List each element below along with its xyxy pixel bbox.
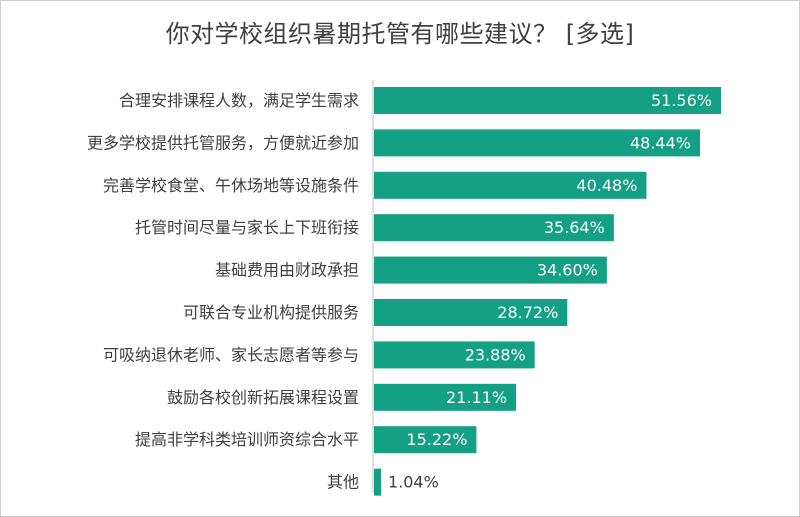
bar xyxy=(374,214,614,242)
chart-title: 你对学校组织暑期托管有哪些建议？ [多选] xyxy=(165,20,635,48)
data-label: 35.64% xyxy=(544,218,605,237)
bar xyxy=(374,383,517,411)
bar xyxy=(374,171,647,199)
bar xyxy=(374,426,477,454)
data-label: 40.48% xyxy=(576,176,637,195)
data-label: 48.44% xyxy=(630,133,691,152)
data-label: 21.11% xyxy=(446,388,507,407)
bar xyxy=(374,341,535,369)
bar xyxy=(374,129,701,157)
category-label: 更多学校提供托管服务，方便就近参加 xyxy=(87,133,359,152)
bar xyxy=(374,256,607,284)
category-label: 其他 xyxy=(327,473,359,492)
category-label: 基础费用由财政承担 xyxy=(215,261,359,280)
bar xyxy=(374,299,568,326)
bar xyxy=(374,87,721,114)
data-label: 28.72% xyxy=(497,303,558,322)
bar xyxy=(374,468,381,496)
data-label: 51.56% xyxy=(651,91,712,110)
category-label: 完善学校食堂、午休场地等设施条件 xyxy=(103,176,359,195)
category-label: 可联合专业机构提供服务 xyxy=(183,303,359,322)
data-label: 34.60% xyxy=(537,261,598,280)
category-label: 托管时间尽量与家长上下班衔接 xyxy=(135,218,359,237)
data-label: 23.88% xyxy=(465,345,526,364)
data-label: 1.04% xyxy=(388,473,439,492)
category-label: 可吸纳退休老师、家长志愿者等参与 xyxy=(103,345,359,364)
category-label: 合理安排课程人数，满足学生需求 xyxy=(119,91,359,110)
category-label: 鼓励各校创新拓展课程设置 xyxy=(167,388,359,407)
data-label: 15.22% xyxy=(406,430,467,449)
category-label: 提高非学科类培训师资综合水平 xyxy=(135,430,359,449)
